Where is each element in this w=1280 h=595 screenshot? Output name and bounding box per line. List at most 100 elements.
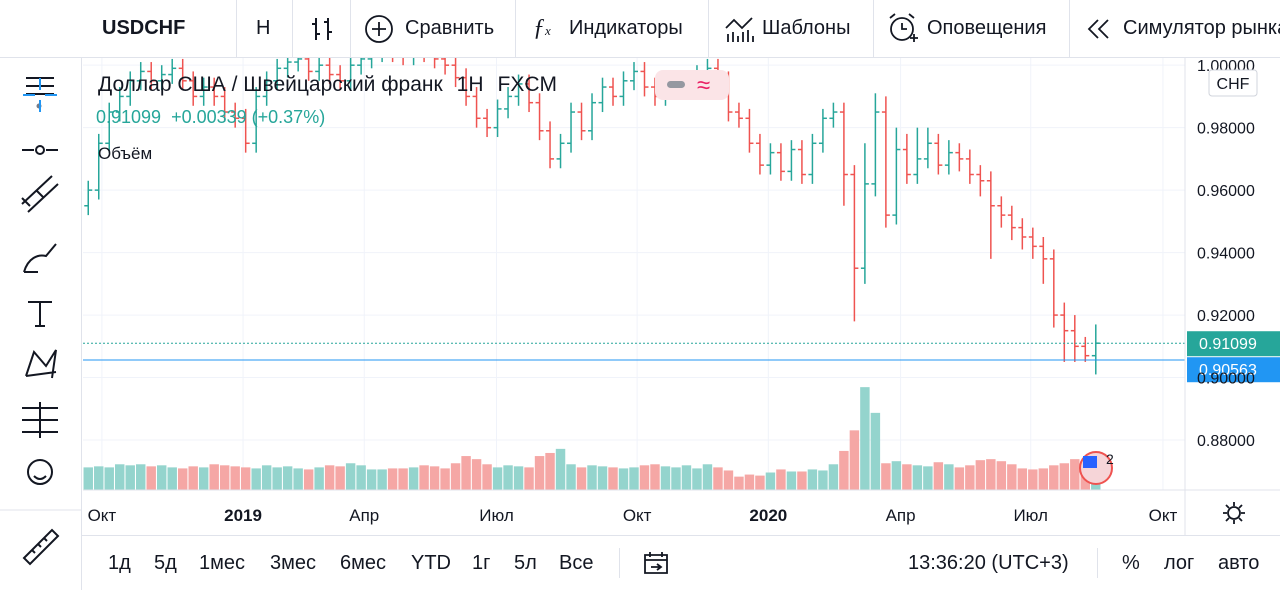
- volume-bar: [282, 466, 293, 490]
- y-tick-label: 0.96000: [1197, 183, 1255, 200]
- separator: [619, 548, 620, 578]
- volume-bar: [986, 459, 996, 490]
- measure-icon[interactable]: [22, 402, 58, 438]
- percent-button[interactable]: %: [1122, 552, 1140, 574]
- pattern-icon[interactable]: [25, 349, 57, 379]
- volume-bar: [188, 466, 198, 490]
- log-button[interactable]: лог: [1164, 552, 1195, 574]
- settings-icon[interactable]: [1223, 502, 1245, 524]
- volume-bar: [534, 456, 545, 490]
- volume-bar: [776, 469, 786, 490]
- volume-pane: [83, 387, 1101, 490]
- separator: [515, 0, 516, 57]
- volume-bar: [261, 465, 272, 490]
- top-toolbar: USDCHF H Сравнить ƒx Индикаторы Шаблоны …: [0, 0, 1280, 58]
- axes: 1.000000.980000.960000.940000.920000.900…: [88, 58, 1255, 525]
- volume-bar: [639, 465, 650, 490]
- y-tick-label: 0.92000: [1197, 308, 1255, 325]
- replay-icon[interactable]: [1086, 16, 1114, 42]
- volume-bar: [933, 462, 944, 490]
- templates-icon[interactable]: [724, 14, 756, 44]
- volume-bar: [136, 464, 146, 490]
- chart-style-icon[interactable]: [308, 14, 338, 44]
- auto-button[interactable]: авто: [1218, 552, 1260, 574]
- legend-flag[interactable]: [655, 70, 729, 100]
- brush-icon[interactable]: [23, 243, 57, 273]
- volume-bar: [1028, 469, 1038, 490]
- symbol-button[interactable]: USDCHF: [102, 17, 186, 39]
- volume-bar: [356, 465, 366, 490]
- volume-bar: [944, 464, 954, 490]
- volume-bar: [702, 464, 713, 490]
- range-button[interactable]: 5д: [154, 552, 177, 574]
- volume-bar: [839, 450, 849, 490]
- range-button[interactable]: 6мес: [340, 552, 386, 574]
- alerts-button[interactable]: Оповещения: [927, 17, 1047, 39]
- bottom-toolbar: 1д 5д 1мес 3мес 6мес YTD 1г 5л Все 13:36…: [82, 535, 1280, 590]
- volume-bar: [975, 460, 986, 490]
- volume-bar: [828, 464, 839, 490]
- currency-label: CHF: [1217, 76, 1250, 93]
- price-label: 0.91099: [1199, 336, 1257, 353]
- separator: [236, 0, 237, 57]
- volume-bar: [461, 456, 471, 490]
- goto-date-icon[interactable]: [642, 549, 670, 577]
- emoji-icon[interactable]: [27, 459, 53, 485]
- compare-button[interactable]: Сравнить: [405, 17, 495, 39]
- y-tick-label: 0.90000: [1197, 371, 1255, 388]
- ruler-icon[interactable]: [22, 528, 60, 566]
- alerts-icon[interactable]: [886, 12, 920, 46]
- crosshair-icon[interactable]: [23, 78, 57, 112]
- indicators-icon[interactable]: ƒx: [533, 15, 551, 41]
- separator: [1069, 0, 1070, 57]
- volume-bar: [671, 467, 681, 490]
- interval-button[interactable]: H: [256, 17, 271, 39]
- volume-bar: [1059, 463, 1070, 490]
- volume-bar: [891, 461, 902, 490]
- volume-bar: [251, 468, 261, 490]
- range-button[interactable]: 1д: [108, 552, 131, 574]
- volume-bar: [219, 465, 230, 490]
- grid: [83, 58, 1185, 490]
- x-tick-label: Апр: [886, 506, 916, 525]
- volume-bar: [83, 467, 93, 490]
- fib-icon[interactable]: [21, 175, 59, 213]
- price-lines: 0.91099 0.90563: [83, 331, 1280, 383]
- range-button[interactable]: 1г: [472, 552, 491, 574]
- range-button[interactable]: 5л: [514, 552, 537, 574]
- currency-box[interactable]: [1208, 69, 1258, 97]
- range-button[interactable]: Все: [559, 552, 594, 574]
- events-flag: [1083, 456, 1097, 468]
- separator: [350, 0, 351, 57]
- volume-bar: [912, 465, 923, 490]
- replay-button[interactable]: Симулятор рынка: [1123, 17, 1280, 39]
- range-button[interactable]: 3мес: [270, 552, 316, 574]
- volume-bar: [94, 466, 104, 490]
- x-tick-label: Июл: [1013, 506, 1048, 525]
- legend-change: +0.00339 (+0.37%): [171, 107, 325, 127]
- volume-bar: [744, 474, 755, 490]
- templates-button[interactable]: Шаблоны: [762, 17, 851, 39]
- range-button[interactable]: 1мес: [199, 552, 245, 574]
- volume-bar: [303, 469, 314, 490]
- volume-bar: [587, 465, 597, 490]
- x-tick-label: Окт: [88, 506, 117, 525]
- volume-bar: [377, 469, 387, 490]
- volume-bar: [345, 463, 356, 490]
- volume-bar: [314, 467, 324, 490]
- volume-bar: [618, 468, 629, 490]
- volume-bar: [272, 467, 282, 490]
- indicators-button[interactable]: Индикаторы: [569, 17, 683, 39]
- volume-bar: [167, 467, 177, 490]
- separator: [1097, 548, 1098, 578]
- compare-icon[interactable]: [364, 14, 396, 44]
- volume-bar: [860, 387, 870, 490]
- text-icon[interactable]: [28, 301, 52, 327]
- volume-bar: [650, 464, 660, 490]
- legend-flag-wave: ≈: [697, 72, 710, 99]
- range-button[interactable]: YTD: [411, 552, 451, 574]
- volume-bar: [797, 471, 807, 490]
- volume-bar: [177, 468, 188, 490]
- volume-bar: [755, 475, 765, 490]
